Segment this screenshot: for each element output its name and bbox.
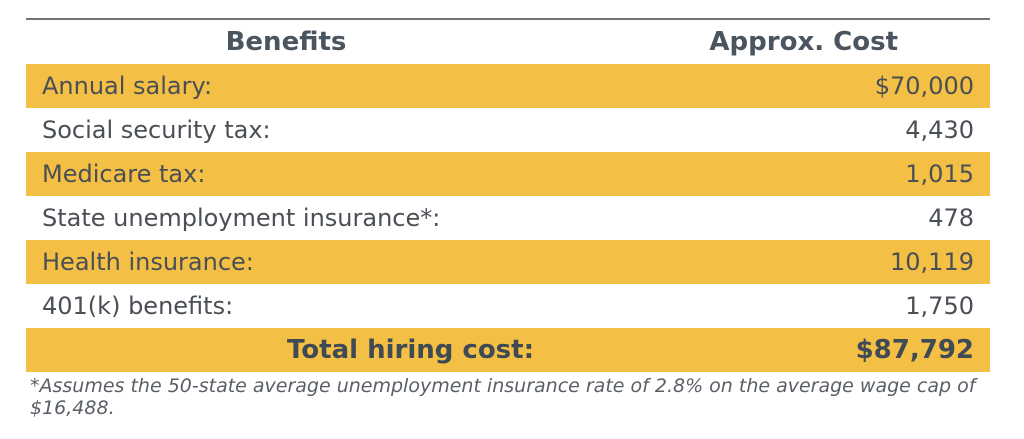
header-approx-cost: Approx. Cost — [709, 27, 898, 57]
table-row: Social security tax: 4,430 — [26, 108, 990, 152]
footnote: *Assumes the 50-state average unemployme… — [30, 375, 976, 419]
total-value: $87,792 — [855, 335, 974, 365]
row-value: $70,000 — [874, 72, 974, 100]
table-header: Benefits Approx. Cost — [26, 20, 990, 64]
row-label: Social security tax: — [42, 116, 271, 144]
table-row: Annual salary: $70,000 — [26, 64, 990, 108]
total-row: Total hiring cost: $87,792 — [26, 328, 990, 372]
table-row: Health insurance: 10,119 — [26, 240, 990, 284]
row-value: 10,119 — [890, 248, 974, 276]
header-benefits: Benefits — [225, 27, 347, 57]
hiring-cost-table: Benefits Approx. Cost Annual salary: $70… — [26, 18, 990, 419]
row-value: 4,430 — [905, 116, 974, 144]
row-label: 401(k) benefits: — [42, 292, 234, 320]
row-value: 478 — [928, 204, 974, 232]
total-label: Total hiring cost: — [287, 335, 534, 365]
row-label: Annual salary: — [42, 72, 213, 100]
table-row: Medicare tax: 1,015 — [26, 152, 990, 196]
row-value: 1,750 — [905, 292, 974, 320]
table-row: State unemployment insurance*: 478 — [26, 196, 990, 240]
row-label: Medicare tax: — [42, 160, 206, 188]
row-label: Health insurance: — [42, 248, 254, 276]
row-label: State unemployment insurance*: — [42, 204, 441, 232]
table-row: 401(k) benefits: 1,750 — [26, 284, 990, 328]
top-rule — [26, 18, 990, 20]
row-value: 1,015 — [905, 160, 974, 188]
